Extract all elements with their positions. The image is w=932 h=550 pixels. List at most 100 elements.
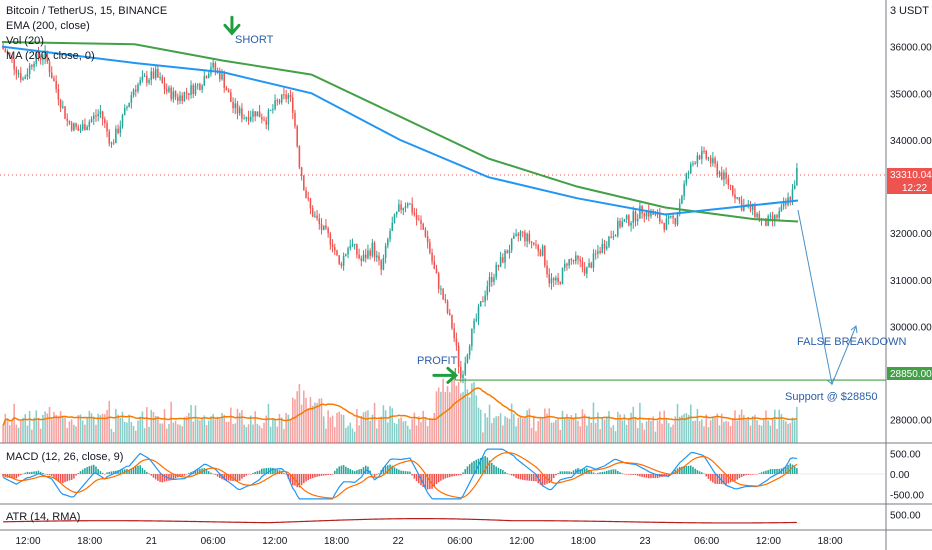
macd-tick-label: 500.00 — [890, 449, 921, 460]
macd-histogram-bar — [214, 474, 217, 475]
volume-bar — [141, 411, 144, 443]
candle-body — [296, 126, 298, 147]
volume-bar — [510, 403, 513, 443]
volume-bar — [119, 418, 122, 443]
candle-body — [701, 150, 703, 160]
macd-histogram-bar — [409, 471, 411, 474]
macd-histogram-bar — [68, 474, 71, 481]
candle-body — [59, 99, 62, 108]
macd-histogram-bar — [696, 470, 699, 474]
volume-bar — [650, 420, 652, 443]
candle-body — [227, 90, 230, 93]
candle-body — [488, 276, 491, 287]
volume-bar — [437, 387, 440, 443]
volume-bar — [429, 417, 431, 443]
candle-body — [453, 328, 455, 339]
volume-bar — [718, 425, 721, 443]
macd-histogram-bar — [148, 473, 150, 474]
volume-bar — [575, 413, 577, 443]
volume-bar — [95, 424, 97, 443]
volume-bar — [632, 406, 635, 443]
volume-bar — [411, 419, 413, 443]
candle-body — [90, 119, 93, 122]
candle-body — [561, 268, 564, 284]
time-axis[interactable]: 12:00 18:00 21 06:00 12:00 18:00 22 06:00 12:00 1… — [15, 536, 843, 547]
macd-histogram-bar — [712, 474, 714, 483]
volume-bar — [647, 418, 650, 443]
macd-histogram-bar — [778, 468, 780, 474]
candle-body — [431, 252, 433, 262]
volume-bar — [597, 412, 599, 443]
candle-body — [455, 338, 458, 346]
macd-histogram-bar — [241, 474, 243, 479]
ma-line — [1, 45, 799, 216]
candle-body — [232, 101, 234, 109]
candle-body — [247, 117, 250, 121]
macd-histogram-bar — [497, 467, 500, 474]
price-tick-label: 28000.00 — [890, 416, 932, 427]
candle-body — [402, 207, 405, 211]
volume-bar — [731, 418, 734, 443]
candle-body — [457, 345, 460, 367]
candle-body — [594, 253, 597, 255]
macd-histogram-bar — [685, 466, 688, 474]
volume-bar — [404, 421, 407, 443]
macd-histogram-bar — [652, 474, 654, 479]
candle-body — [345, 254, 347, 256]
volume-bar — [577, 420, 579, 443]
atr-label[interactable]: ATR (14, RMA) — [6, 511, 80, 523]
macd-histogram-bar — [490, 462, 493, 474]
macd-histogram-bar — [698, 471, 701, 474]
macd-histogram-bar — [526, 474, 528, 481]
candle-body — [190, 85, 192, 95]
candle-body — [252, 111, 254, 117]
candle-body — [398, 204, 400, 212]
macd-histogram-bar — [360, 468, 363, 474]
candle-body — [181, 95, 183, 102]
legend-ma[interactable]: MA (200, close, 0) — [6, 50, 95, 62]
macd-label[interactable]: MACD (12, 26, close, 9) — [6, 451, 123, 463]
macd-histogram-bar — [289, 474, 292, 483]
candle-body — [466, 354, 469, 363]
candle-body — [272, 109, 274, 111]
volume-ma-line — [2, 387, 798, 426]
volume-bar — [4, 413, 7, 443]
macd-histogram-bar — [731, 474, 734, 482]
volume-bar — [406, 425, 409, 443]
macd-histogram-bar — [353, 471, 356, 474]
macd-histogram-bar — [261, 468, 263, 474]
support-price-label: 28850.00 — [887, 367, 932, 380]
candle-body — [749, 203, 752, 210]
volume-bar — [345, 427, 347, 443]
volume-bar — [409, 429, 411, 443]
volume-bar — [521, 418, 524, 443]
volume-bar — [159, 423, 161, 443]
legend-vol[interactable]: Vol (20) — [6, 35, 44, 47]
volume-bar — [17, 427, 20, 443]
volume-bar — [305, 397, 307, 443]
volume-bar — [685, 413, 688, 443]
macd-histogram-bar — [329, 474, 332, 475]
legend-ema[interactable]: EMA (200, close) — [6, 20, 90, 32]
candle-body — [435, 268, 438, 274]
price-axis[interactable]: 28000.0029000.0030000.0031000.0032000.00… — [890, 43, 932, 522]
candle-body — [475, 318, 478, 321]
macd-histogram-bar — [654, 474, 657, 479]
macd-histogram-bar — [157, 474, 159, 481]
macd-histogram-bar — [776, 468, 778, 474]
candle-body — [754, 203, 756, 217]
candle-body — [26, 74, 29, 77]
candle-body — [705, 150, 708, 159]
volume-bar — [185, 416, 188, 443]
candle-body — [426, 236, 429, 243]
volume-bar — [280, 417, 283, 443]
volume-bar — [723, 421, 725, 443]
macd-histogram-bar — [771, 469, 774, 474]
candle-body — [294, 112, 296, 127]
candle-body — [727, 178, 730, 186]
macd-histogram-bar — [535, 474, 537, 482]
macd-histogram-bar — [117, 470, 119, 474]
currency-label[interactable]: USDT — [899, 5, 929, 17]
volume-bar — [586, 425, 588, 443]
